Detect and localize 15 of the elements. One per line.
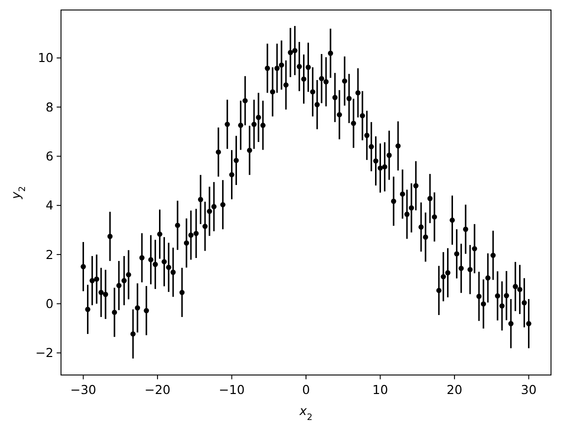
x-axis-title: x$_{2}$ <box>298 404 312 423</box>
y-tick-label: 8 <box>46 100 54 114</box>
y-tick-label: −2 <box>35 346 54 360</box>
x-tick-label: 30 <box>520 383 537 397</box>
y-tick-label: 10 <box>38 51 54 66</box>
y-tick-label: 4 <box>46 198 54 213</box>
y-tick-label: 6 <box>46 150 54 164</box>
x-tick-label: 20 <box>446 383 462 397</box>
x-tick-label: −30 <box>70 383 96 397</box>
x-tick-label: −10 <box>218 383 245 397</box>
x-tick-label: 0 <box>302 383 310 397</box>
y-tick-label: 2 <box>46 248 54 262</box>
y-tick-label: 0 <box>46 297 54 312</box>
x-tick-label: 10 <box>372 383 388 397</box>
x-tick-label: −20 <box>144 383 170 397</box>
